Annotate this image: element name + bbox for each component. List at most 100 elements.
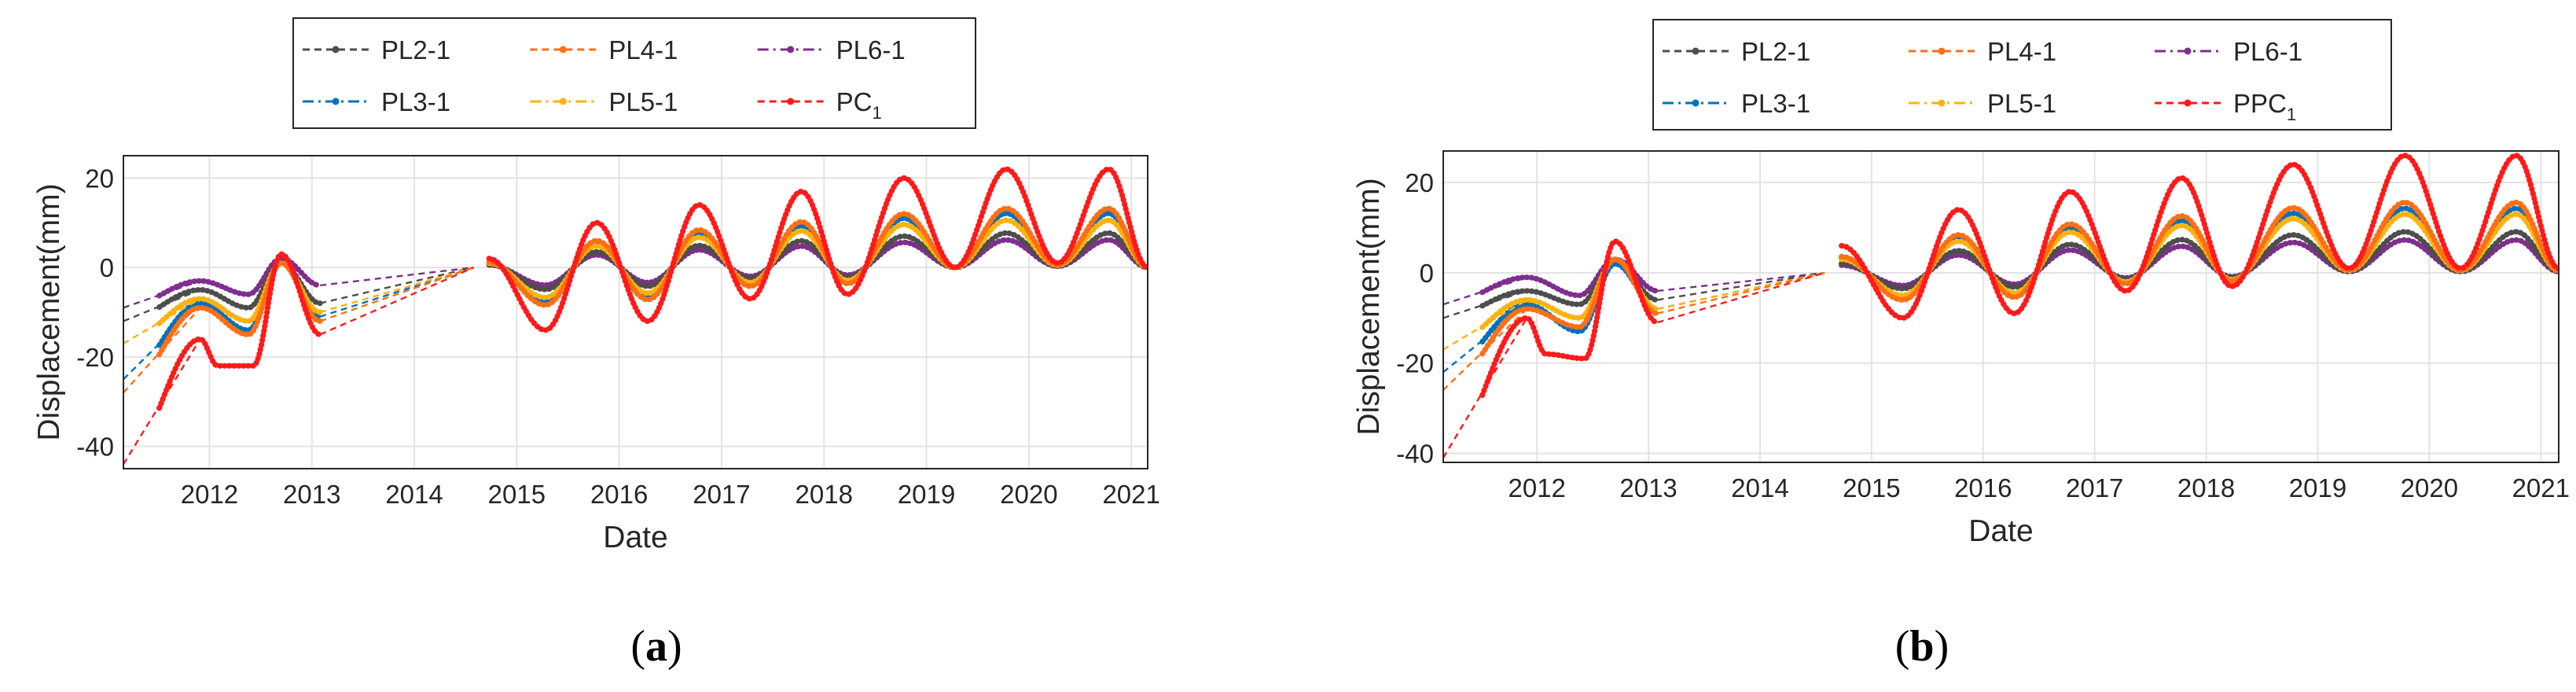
panel-caption: (b) bbox=[1895, 622, 1949, 671]
legend-box bbox=[1652, 19, 2392, 131]
y-tick-label: 0 bbox=[100, 253, 114, 282]
gap-connector bbox=[319, 267, 475, 336]
gap-connector bbox=[1657, 271, 1825, 301]
gap-connector bbox=[1657, 271, 1825, 293]
x-tick-label: 2016 bbox=[1954, 473, 2012, 502]
legend-entry: PL6-1 bbox=[2155, 37, 2302, 66]
legend-marker bbox=[787, 98, 795, 105]
legend-entry: PL3-1 bbox=[1663, 89, 1810, 118]
legend-label: PL6-1 bbox=[836, 35, 906, 64]
y-tick-label: -20 bbox=[76, 343, 114, 372]
legend-label: PL6-1 bbox=[2233, 37, 2302, 66]
legend-marker bbox=[559, 98, 567, 105]
legend-marker bbox=[2184, 47, 2192, 55]
gap-connector bbox=[319, 266, 474, 314]
x-tick-label: 2016 bbox=[590, 480, 648, 509]
x-tick-label: 2020 bbox=[1000, 480, 1057, 509]
y-tick-label: -40 bbox=[76, 432, 114, 462]
chart-b: 2012 2013 2014 2015 2016 2017 2018 2019 2020 2021… bbox=[1352, 19, 2570, 671]
legend-entry: PL4-1 bbox=[1909, 37, 2056, 66]
x-axis-label: Date bbox=[1968, 514, 2033, 548]
legend-marker bbox=[1692, 99, 1700, 107]
legend-label: PL3-1 bbox=[381, 87, 450, 116]
x-tick-label: 2019 bbox=[898, 480, 955, 509]
y-tick-label: -40 bbox=[1396, 440, 1434, 469]
legend-marker bbox=[1938, 99, 1946, 107]
legend-entry: PL5-1 bbox=[1909, 89, 2056, 118]
x-tick-label: 2012 bbox=[181, 480, 238, 509]
y-tick-label: 20 bbox=[1405, 168, 1434, 197]
legend-entry: PL4-1 bbox=[530, 35, 678, 64]
legend-label: PL2-1 bbox=[381, 35, 450, 64]
legend-label: PL4-1 bbox=[1987, 37, 2056, 66]
start-connector bbox=[1443, 289, 1527, 319]
legend-label: PL2-1 bbox=[1741, 37, 1810, 66]
gap-connector bbox=[320, 266, 474, 287]
legend-label: PL3-1 bbox=[1741, 89, 1810, 118]
series-pl4-1 bbox=[1479, 256, 1660, 357]
legend-entry: PL5-1 bbox=[530, 87, 678, 116]
series-group bbox=[123, 166, 1148, 465]
legend-entry: PL6-1 bbox=[757, 35, 906, 64]
y-tick-label: -20 bbox=[1396, 349, 1434, 378]
legend-entry: PL2-1 bbox=[1663, 37, 1810, 66]
legend-label: PL5-1 bbox=[1987, 89, 2056, 118]
legend-entry: PL3-1 bbox=[303, 87, 450, 116]
legend-label: PL4-1 bbox=[608, 35, 678, 64]
x-tick-label: 2021 bbox=[1102, 480, 1159, 509]
series-ppc1 bbox=[1479, 238, 1660, 399]
panel-caption: (a) bbox=[630, 622, 682, 671]
x-tick-label: 2020 bbox=[2401, 473, 2458, 502]
y-axis-label: Displacement(mm) bbox=[32, 183, 66, 440]
series-pl2-1 bbox=[486, 230, 1148, 293]
legend-label: PL5-1 bbox=[608, 87, 678, 116]
gap-connector bbox=[1657, 271, 1825, 315]
legend-subscript: 1 bbox=[2287, 105, 2296, 124]
legend-marker bbox=[332, 46, 340, 53]
x-axis-label: Date bbox=[603, 521, 667, 554]
legend-marker bbox=[1938, 47, 1946, 55]
series-pl2-1 bbox=[1839, 229, 2559, 292]
gap-connector bbox=[1657, 271, 1825, 324]
series-pl4-1 bbox=[486, 205, 1148, 308]
x-tick-label: 2017 bbox=[693, 480, 750, 509]
series-pc1 bbox=[156, 251, 323, 411]
series-pl4-1 bbox=[1839, 199, 2559, 303]
x-tick-label: 2021 bbox=[2512, 473, 2570, 502]
legend-marker bbox=[559, 46, 567, 53]
x-tick-label: 2018 bbox=[2177, 473, 2235, 502]
gap-connector bbox=[319, 267, 475, 322]
start-connector bbox=[1443, 276, 1527, 306]
y-tick-label: 20 bbox=[85, 164, 114, 193]
axes-frame bbox=[123, 155, 1148, 469]
series-ppc1 bbox=[1839, 153, 2559, 321]
x-tick-label: 2017 bbox=[2066, 473, 2123, 502]
legend-marker bbox=[332, 98, 340, 105]
legend-marker bbox=[787, 46, 795, 53]
start-connector bbox=[123, 289, 201, 322]
legend-subscript: 1 bbox=[873, 103, 882, 123]
x-tick-label: 2012 bbox=[1508, 473, 1565, 502]
legend-marker bbox=[2184, 99, 2192, 107]
x-tick-label: 2014 bbox=[1731, 473, 1788, 502]
gap-connector bbox=[319, 266, 474, 304]
series-group bbox=[1443, 153, 2559, 458]
legend-box bbox=[292, 17, 976, 129]
axes-frame bbox=[1442, 150, 2559, 463]
x-tick-label: 2019 bbox=[2289, 473, 2346, 502]
legend-marker bbox=[1692, 47, 1700, 55]
y-axis-label: Displacement(mm) bbox=[1352, 178, 1386, 435]
start-connector bbox=[123, 280, 201, 309]
x-tick-label: 2014 bbox=[385, 480, 443, 509]
x-tick-label: 2015 bbox=[488, 480, 546, 509]
start-connector bbox=[123, 338, 201, 465]
x-tick-label: 2015 bbox=[1843, 473, 1900, 502]
chart-a: 2012 2013 2014 2015 2016 2017 2018 2019 2020 2021… bbox=[32, 17, 1160, 671]
legend-entry: PL2-1 bbox=[303, 35, 450, 64]
x-tick-label: 2018 bbox=[796, 480, 853, 509]
plot-area bbox=[1443, 151, 2559, 462]
x-tick-label: 2013 bbox=[283, 480, 340, 509]
